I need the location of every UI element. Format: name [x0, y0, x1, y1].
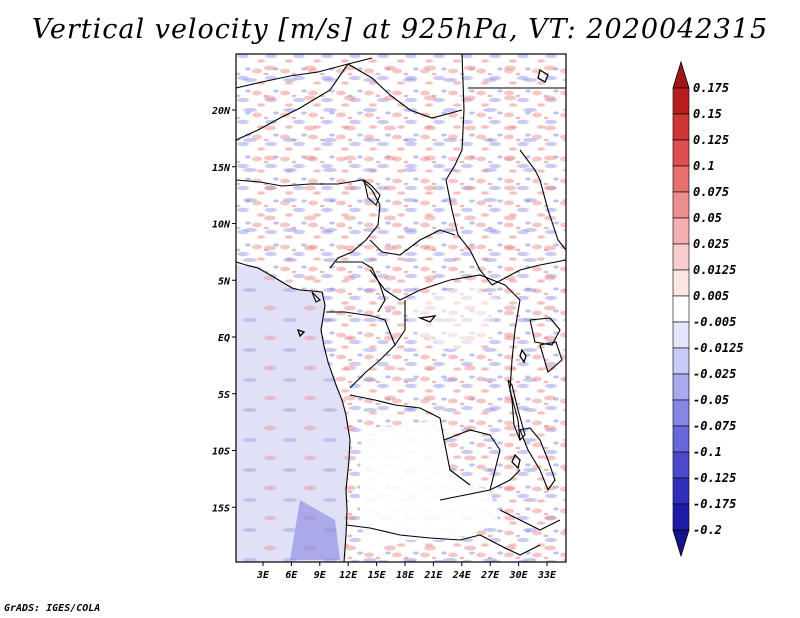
lake-victoria [529, 317, 561, 346]
colorbar-bin [672, 243, 690, 271]
border-drc-angola [349, 394, 471, 486]
lon-tick-label: 18E [396, 570, 415, 581]
border-sudan-ethiopia [519, 149, 541, 181]
border-zimbabwe [479, 534, 541, 556]
border-niger-south [235, 179, 381, 206]
lat-tick-label: 5S [218, 390, 230, 401]
border-east-africa [509, 299, 521, 441]
border-zambia-south [439, 469, 521, 501]
lon-tick-label: 30E [509, 570, 529, 581]
lake-volta [311, 291, 321, 303]
no-data-interior [360, 420, 498, 550]
lat-tick-label: 15N [212, 163, 231, 174]
colorbar-label: -0.025 [693, 367, 736, 381]
border-drc-zambia [443, 429, 501, 491]
colorbar-bin [672, 321, 690, 349]
lon-tick-label: 24E [452, 570, 472, 581]
latitude-axis: 20N 15N 10N 5N EQ 5S 10S 15S [211, 106, 236, 514]
chart-title: Vertical velocity [m/s] at 925hPa, VT: 2… [31, 14, 769, 45]
colorbar-label: -0.125 [693, 471, 736, 485]
colorbar-bin [672, 451, 690, 479]
lon-tick-label: 15E [368, 570, 387, 581]
lake-chad [363, 178, 381, 206]
colorbar-bin [672, 425, 690, 453]
lon-tick-label: 6E [285, 570, 298, 581]
small-lakes [296, 68, 549, 470]
map-frame [235, 53, 567, 563]
lon-tick-label: 33E [537, 570, 557, 581]
ocean-texture [236, 265, 350, 562]
border-chad-east [445, 179, 493, 286]
colorbar-bin [672, 295, 690, 323]
colorbar-label: 0.005 [693, 289, 729, 303]
longitude-axis: 3E 6E 9E 12E 15E 18E 21E 24E 27E 30E 33E [256, 562, 557, 581]
lon-tick-label: 9E [314, 570, 327, 581]
border-mozambique [499, 509, 561, 531]
border-car-south [369, 269, 521, 301]
no-data-central [405, 285, 500, 350]
colorbar-label: -0.175 [693, 497, 736, 511]
colorbar-label: -0.2 [693, 523, 722, 537]
colorbar-label: 0.125 [693, 133, 729, 147]
border-nigeria-east [329, 204, 381, 269]
colorbar: 0.175 0.15 0.125 0.1 0.075 0.05 0.025 0.0125 0.0… [672, 60, 744, 558]
colorbar-bin [672, 113, 690, 141]
lat-tick-label: EQ [218, 333, 230, 344]
colorbar-bin [672, 503, 690, 531]
colorbar-max-triangle [672, 60, 690, 89]
border-ethiopia [539, 179, 567, 251]
colorbar-label: 0.025 [693, 237, 729, 251]
lon-tick-label: 27E [480, 570, 500, 581]
lat-tick-label: 15S [212, 503, 230, 514]
colorbar-bin [672, 399, 690, 427]
colorbar-label: 0.05 [693, 211, 722, 225]
colorbar-bin [672, 87, 690, 115]
border-car [369, 229, 456, 256]
colorbar-min-triangle [672, 529, 690, 558]
border-cameroon [336, 261, 386, 313]
colorbar-label: 0.075 [693, 185, 729, 199]
colorbar-label: 0.0125 [693, 263, 736, 277]
border-congo [394, 300, 406, 346]
lat-tick-label: 5N [218, 276, 231, 287]
lat-tick-label: 10S [212, 447, 230, 458]
colorbar-bin [672, 269, 690, 297]
colorbar-label: 0.1 [693, 159, 715, 173]
colorbar-label: -0.05 [693, 393, 729, 407]
lat-tick-label: 20N [211, 106, 231, 117]
colorbar-bin [672, 477, 690, 505]
border-libya-chad [445, 53, 465, 181]
lake-malawi [519, 427, 556, 492]
coastline-west [235, 261, 351, 563]
colorbar-label: -0.005 [693, 315, 736, 329]
border-mali-niger [235, 63, 349, 141]
colorbar-label: -0.075 [693, 419, 736, 433]
border-gabon [326, 311, 396, 389]
lon-tick-label: 3E [256, 570, 270, 581]
colorbar-label: 0.175 [693, 81, 729, 95]
colorbar-label: -0.0125 [693, 341, 744, 355]
border-sahara [235, 57, 373, 89]
border-angola-namibia [345, 524, 481, 541]
colorbar-bin [672, 373, 690, 401]
colorbar-label: -0.1 [693, 445, 722, 459]
lon-tick-label: 21E [423, 570, 443, 581]
lake-victoria-east [539, 341, 563, 373]
coastal-downdraft-band [290, 500, 340, 560]
colorbar-bin [672, 217, 690, 245]
border-algeria-niger [347, 63, 463, 119]
footer-credit: GrADS: IGES/COLA [4, 603, 101, 614]
colorbar-bin [672, 347, 690, 375]
map-plot-area: 20N 15N 10N 5N EQ 5S 10S 15S 3E 6E 9E 12E 15E 18E 21E… [211, 53, 567, 581]
colorbar-bin [672, 139, 690, 167]
colorbar-label: 0.15 [693, 107, 722, 121]
colorbar-bin [672, 165, 690, 193]
lon-tick-label: 12E [339, 570, 358, 581]
boundaries [235, 53, 567, 563]
lat-tick-label: 10N [212, 220, 231, 231]
colorbar-bin [672, 191, 690, 219]
border-sudan-south [491, 259, 567, 286]
